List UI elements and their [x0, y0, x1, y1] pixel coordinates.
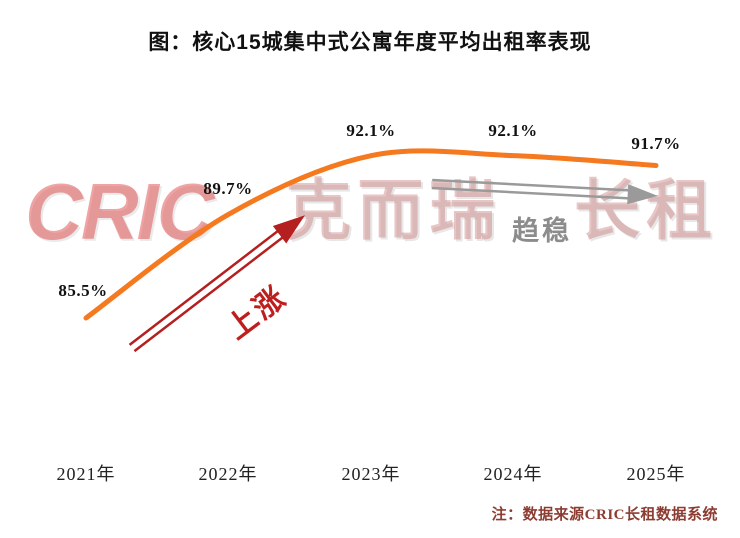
occupancy-rate-curve: [83, 148, 659, 321]
value-label-2021: 85.5%: [58, 281, 108, 300]
x-axis-label-2022: 2022年: [198, 464, 258, 484]
flat-arrow-shaft-bottom: [431, 186, 630, 200]
value-label-2022: 89.7%: [203, 179, 253, 198]
x-axis-label-2025: 2025年: [626, 464, 686, 484]
rise-arrow-shaft-top: [128, 229, 280, 346]
value-label-2024: 92.1%: [488, 121, 538, 140]
flat-arrow-head: [627, 184, 658, 205]
x-axis-label-2023: 2023年: [341, 464, 401, 484]
rise-arrow-shaft-bottom: [133, 235, 285, 353]
flat-annotation-label: 趋稳: [512, 216, 572, 246]
data-source-note: 注：数据来源CRIC长租数据系统: [491, 507, 718, 523]
x-axis-label-2024: 2024年: [483, 464, 543, 484]
rise-arrow-head: [272, 215, 305, 244]
value-label-2023: 92.1%: [346, 121, 396, 140]
value-label-2025: 91.7%: [631, 134, 681, 153]
rise-arrow: [128, 215, 305, 353]
chart-title: 图：核心15城集中式公寓年度平均出租率表现: [148, 31, 592, 54]
flat-arrow-shaft-top: [432, 178, 631, 192]
flat-arrow: [431, 178, 658, 205]
x-axis-label-2021: 2021年: [56, 464, 116, 484]
